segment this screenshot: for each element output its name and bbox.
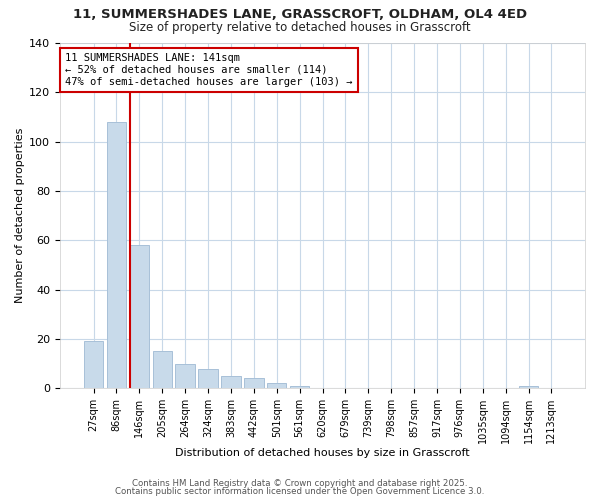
Bar [267, 384, 286, 388]
Bar [199, 368, 218, 388]
Y-axis label: Number of detached properties: Number of detached properties [15, 128, 25, 304]
Bar [84, 342, 103, 388]
Bar [130, 245, 149, 388]
Text: 11, SUMMERSHADES LANE, GRASSCROFT, OLDHAM, OL4 4ED: 11, SUMMERSHADES LANE, GRASSCROFT, OLDHA… [73, 8, 527, 20]
Text: Contains HM Land Registry data © Crown copyright and database right 2025.: Contains HM Land Registry data © Crown c… [132, 478, 468, 488]
X-axis label: Distribution of detached houses by size in Grasscroft: Distribution of detached houses by size … [175, 448, 470, 458]
Text: Contains public sector information licensed under the Open Government Licence 3.: Contains public sector information licen… [115, 487, 485, 496]
Bar [107, 122, 126, 388]
Text: 11 SUMMERSHADES LANE: 141sqm
← 52% of detached houses are smaller (114)
47% of s: 11 SUMMERSHADES LANE: 141sqm ← 52% of de… [65, 54, 353, 86]
Text: Size of property relative to detached houses in Grasscroft: Size of property relative to detached ho… [129, 21, 471, 34]
Bar [152, 351, 172, 388]
Bar [221, 376, 241, 388]
Bar [290, 386, 310, 388]
Bar [519, 386, 538, 388]
Bar [244, 378, 263, 388]
Bar [175, 364, 195, 388]
